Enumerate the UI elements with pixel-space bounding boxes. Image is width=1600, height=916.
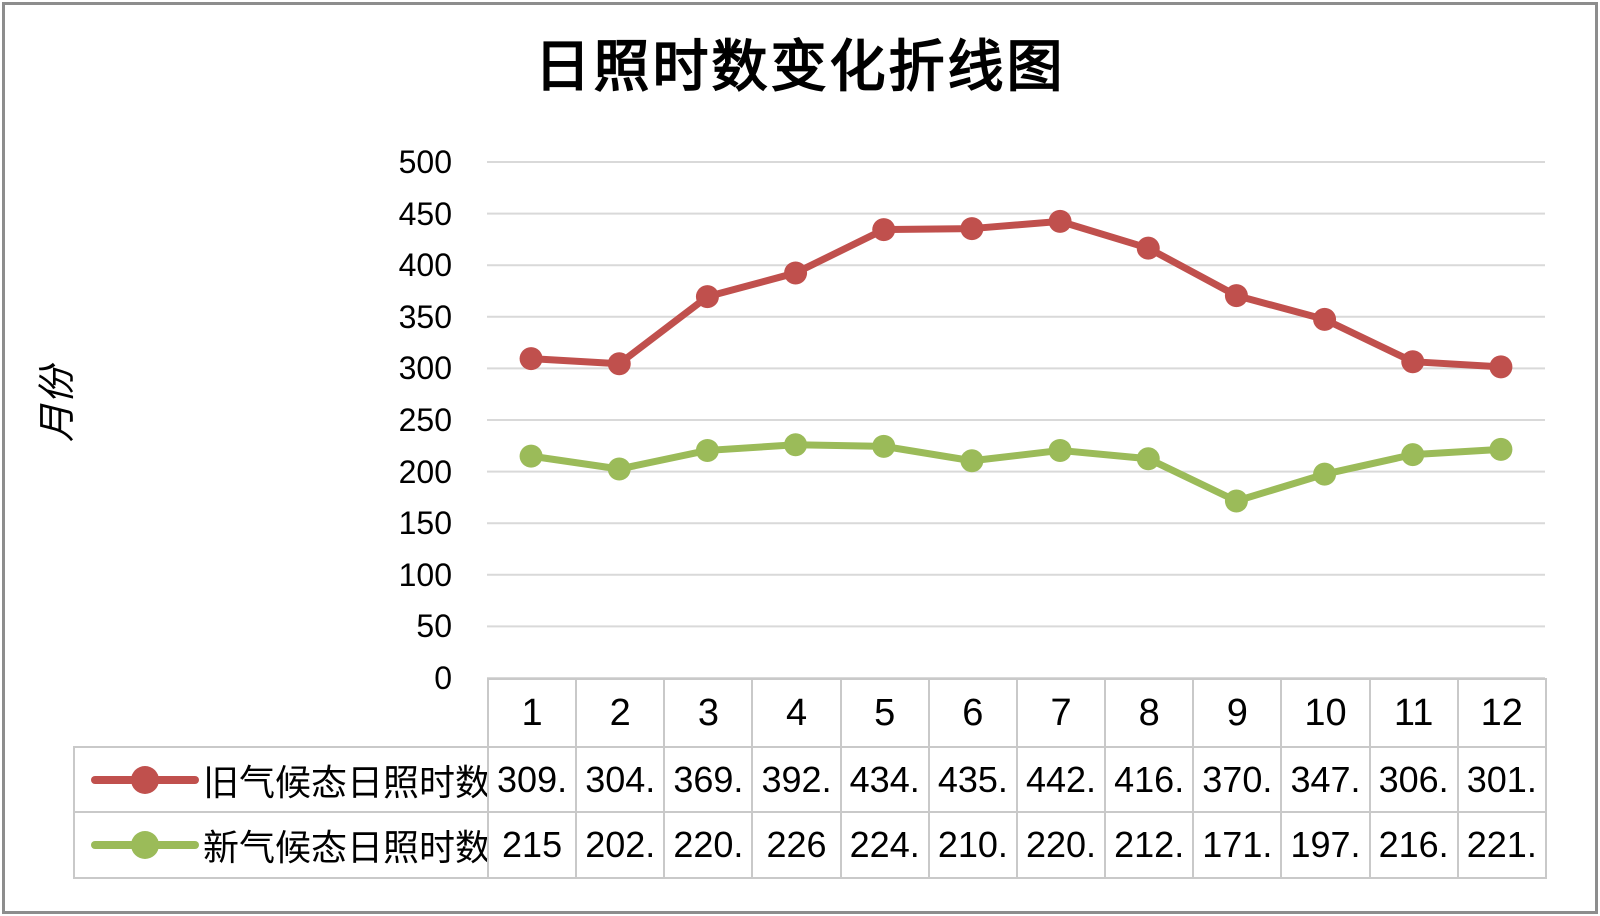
series-1-marker [1401, 443, 1425, 467]
value-cell: 221. [1456, 811, 1547, 879]
value-cell: 306. [1368, 746, 1459, 813]
legend-cell: 旧气候态日照时数 [73, 746, 489, 813]
legend-entry: 新气候态日照时数 [76, 819, 488, 871]
legend-label: 旧气候态日照时数 [203, 762, 488, 803]
series-0-marker [1048, 209, 1072, 233]
category-cell: 10 [1280, 678, 1371, 748]
category-cell: 7 [1015, 678, 1107, 748]
series-row-1: 新气候态日照时数 215 202. 220. 226 224. 210. 220. 212. 17… [73, 811, 1547, 879]
value-cell: 304. [575, 746, 666, 813]
legend-key-icon [91, 831, 199, 859]
y-axis-label: 月份 [37, 366, 79, 443]
value-cell: 220. [1015, 811, 1107, 879]
y-tick-label: 350 [398, 298, 452, 335]
value-cell: 370. [1192, 746, 1283, 813]
series-1-marker [1048, 438, 1072, 462]
value-cell: 215 [486, 811, 578, 879]
series-1-marker [1136, 447, 1160, 471]
value-cell: 220. [663, 811, 754, 879]
series-1-marker [960, 449, 984, 473]
value-cell: 210. [927, 811, 1018, 879]
chart-title: 日照时数变化折线图 [534, 37, 1066, 99]
series-0-marker [872, 218, 896, 242]
value-cell: 202. [575, 811, 666, 879]
series-1-marker [872, 434, 896, 458]
series-1-marker [607, 457, 631, 481]
series-1-marker [1313, 462, 1337, 486]
data-table: 1 2 3 4 5 6 7 8 9 10 11 12 旧气候态日照时数 309. 304. 369. 392. 4… [73, 678, 1547, 879]
category-cell: 6 [927, 678, 1018, 748]
category-cell: 4 [751, 678, 842, 748]
y-tick-label: 250 [398, 402, 452, 438]
legend-key-icon [91, 765, 199, 794]
series-1-marker [695, 438, 719, 462]
category-cell: 2 [575, 678, 666, 748]
legend-entry: 旧气候态日照时数 [76, 754, 488, 806]
series-0-marker [1489, 355, 1513, 379]
legend-label: 新气候态日照时数 [203, 828, 488, 868]
series-0-marker [607, 352, 631, 376]
value-cell: 226 [751, 811, 842, 879]
y-tick-label: 150 [398, 505, 452, 542]
value-cell: 197. [1280, 811, 1371, 879]
category-cell: 1 [486, 678, 578, 748]
series-0-marker [1136, 236, 1160, 260]
legend-cell: 新气候态日照时数 [73, 811, 489, 879]
table-corner-blank [74, 679, 488, 747]
y-tick-label: 400 [398, 247, 452, 284]
value-cell: 347. [1280, 746, 1371, 813]
series-0-marker [1313, 307, 1337, 331]
y-tick-label: 500 [398, 144, 452, 180]
series-0-marker [784, 261, 808, 285]
category-row: 1 2 3 4 5 6 7 8 9 10 11 12 [74, 678, 1547, 748]
category-cell: 11 [1368, 678, 1459, 748]
value-cell: 224. [839, 811, 930, 879]
value-cell: 392. [751, 746, 842, 813]
category-cell: 9 [1192, 678, 1283, 748]
value-cell: 216. [1368, 811, 1459, 879]
y-tick-label: 100 [398, 556, 452, 593]
series-1-marker [1489, 437, 1513, 461]
value-cell: 369. [663, 746, 754, 813]
y-tick-label: 50 [416, 608, 452, 645]
y-tick-label: 300 [398, 350, 452, 387]
series-1-marker [519, 444, 543, 468]
value-cell: 435. [927, 746, 1018, 813]
value-cell: 212. [1104, 811, 1195, 879]
series-0-marker [519, 347, 543, 371]
value-cell: 434. [839, 746, 930, 813]
y-tick-label: 0 [434, 660, 452, 696]
value-cell: 416. [1104, 746, 1195, 813]
series-0-marker [1401, 350, 1425, 374]
value-cell: 309. [486, 746, 578, 813]
series-0-marker [960, 217, 984, 241]
y-tick-label: 450 [398, 195, 452, 232]
series-0-marker [1224, 284, 1248, 308]
y-tick-label: 200 [398, 453, 452, 490]
category-cell: 8 [1104, 678, 1195, 748]
series-line-1 [527, 441, 1505, 505]
value-cell: 442. [1015, 746, 1107, 813]
series-1-marker [784, 433, 808, 457]
category-cell: 12 [1456, 678, 1547, 748]
series-0-marker [695, 285, 719, 309]
category-cell: 3 [663, 678, 754, 748]
value-cell: 171. [1192, 811, 1283, 879]
category-cell: 5 [839, 678, 930, 748]
series-line-0 [527, 217, 1505, 371]
series-1-marker [1224, 489, 1248, 513]
series-row-0: 旧气候态日照时数 309. 304. 369. 392. 434. 435. 442. 416.… [73, 746, 1547, 813]
value-cell: 301. [1456, 746, 1547, 813]
